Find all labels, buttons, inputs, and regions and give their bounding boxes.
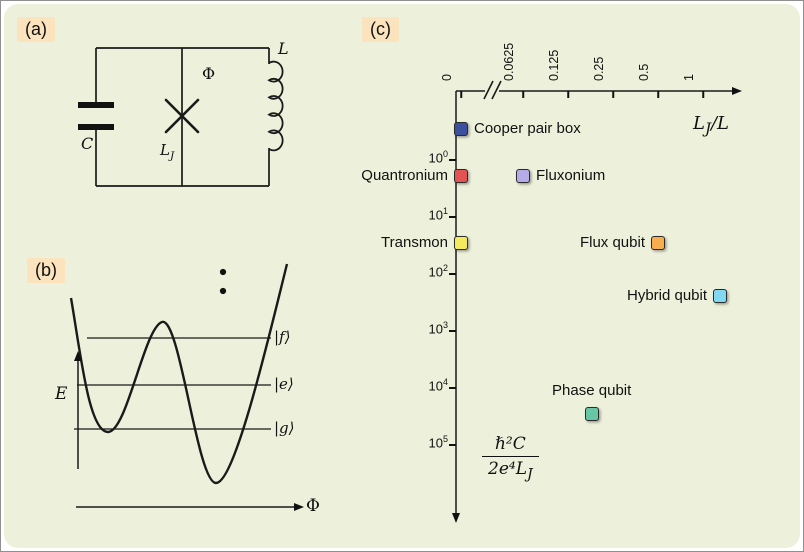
cooper-pair-box-label: Cooper pair box: [474, 120, 581, 138]
y-tick-label-10e3: 103: [428, 320, 448, 337]
y-tick-label-10e5: 105: [428, 434, 448, 451]
phase-qubit-label: Phase qubit: [552, 382, 632, 400]
x-tickmark-0.5: [657, 91, 659, 98]
fluxonium-marker: [516, 169, 530, 184]
quantronium-marker: [454, 169, 468, 184]
y-tickmark-10e2: [449, 273, 456, 275]
x-tickmark-0: [460, 91, 462, 98]
x-tickmark-0.0625: [522, 91, 524, 98]
ket-e-label: |e⟩: [274, 375, 294, 393]
x-tick-label-1: 1: [682, 74, 696, 81]
y-tick-label-10e1: 101: [428, 206, 448, 223]
x-tickmark-0.25: [612, 91, 614, 98]
x-tickmark-1: [702, 91, 704, 98]
y-tickmark-10e0: [449, 159, 456, 161]
y-axis-label-denominator: 2e⁴LJ: [482, 456, 539, 482]
ket-f-label: |f⟩: [274, 328, 291, 346]
flux-axis-label: Φ: [306, 496, 320, 516]
phase-qubit-marker: [584, 407, 599, 422]
inductor-label: L: [278, 39, 289, 58]
x-axis-label-rest: /L: [710, 113, 729, 134]
panel-c-tag: (c): [362, 17, 399, 42]
transmon-marker: [454, 236, 468, 251]
x-axis-label-main: L: [693, 113, 705, 134]
ket-g-label: |g⟩: [274, 419, 295, 437]
cooper-pair-box-marker: [454, 122, 468, 137]
x-axis-label: LJ/L: [693, 113, 729, 138]
x-tick-label-0.5: 0.5: [637, 63, 651, 81]
y-axis-label: ℏ²C 2e⁴LJ: [482, 434, 539, 482]
y-tick-label-10e2: 102: [428, 263, 448, 280]
junction-label-sub: J: [169, 150, 175, 162]
hybrid-qubit-marker: [713, 288, 728, 303]
x-axis-label-sub: J: [704, 119, 711, 138]
junction-label: LJ: [160, 141, 174, 162]
y-tick-label-10e4: 104: [428, 377, 448, 394]
y-tickmark-10e1: [449, 216, 456, 218]
panel-b-tag: (b): [27, 258, 65, 283]
flux-qubit-label: Flux qubit: [579, 234, 645, 252]
capacitor-label: C: [81, 134, 94, 153]
fluxonium-label: Fluxonium: [536, 167, 606, 185]
x-tick-label-0.25: 0.25: [592, 56, 606, 81]
hybrid-qubit-label: Hybrid qubit: [626, 286, 708, 304]
energy-axis-label: E: [55, 384, 68, 404]
x-tick-label-0.125: 0.125: [547, 49, 561, 81]
x-tickmark-0.125: [567, 91, 569, 98]
quantronium-label: Quantronium: [361, 167, 448, 185]
x-tick-label-0: 0: [440, 74, 454, 81]
y-axis-label-denominator-main: 2e⁴L: [488, 459, 527, 479]
flux-qubit-marker: [651, 236, 665, 251]
panel-a-tag: (a): [17, 17, 55, 42]
x-tick-label-0.0625: 0.0625: [502, 42, 516, 81]
y-axis-label-numerator: ℏ²C: [494, 434, 526, 454]
y-tickmark-10e4: [449, 387, 456, 389]
junction-label-main: L: [160, 141, 170, 159]
y-tickmark-10e5: [449, 444, 456, 446]
transmon-label: Transmon: [381, 234, 448, 252]
y-axis-label-denominator-sub: J: [526, 466, 533, 483]
flux-label: Φ: [202, 64, 216, 83]
figure-background: [4, 4, 800, 548]
y-tickmark-10e3: [449, 330, 456, 332]
y-tick-label-10e0: 100: [428, 149, 448, 166]
